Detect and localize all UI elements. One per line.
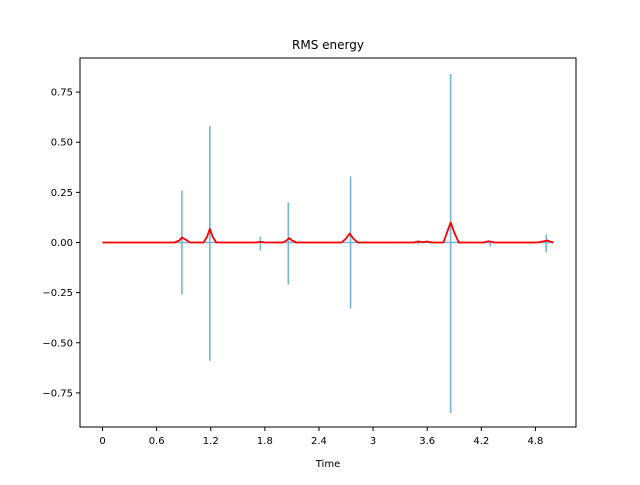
x-tick-label-3: 1.8 <box>257 436 273 447</box>
y-tick-label-3: 0.00 <box>51 238 73 249</box>
y-tick-label-4: 0.25 <box>51 188 73 199</box>
x-tick-label-4: 2.4 <box>311 436 327 447</box>
y-tick-label-2: −0.25 <box>42 288 73 299</box>
x-tick-label-0: 0 <box>99 436 105 447</box>
x-tick-label-7: 4.2 <box>473 436 489 447</box>
x-axis-label: Time <box>315 459 340 470</box>
x-axis: 0 0.6 1.2 1.8 2.4 3 3.6 4.2 4.8 <box>99 427 543 447</box>
x-tick-label-8: 4.8 <box>527 436 543 447</box>
y-axis: −0.75 −0.50 −0.25 0.00 0.25 0.50 0.75 <box>42 88 80 399</box>
x-tick-label-6: 3.6 <box>419 436 435 447</box>
y-tick-label-6: 0.75 <box>51 88 73 99</box>
rms-energy-line <box>102 221 554 244</box>
y-tick-label-0: −0.75 <box>42 388 73 399</box>
chart-title: RMS energy <box>292 38 364 52</box>
x-tick-label-1: 0.6 <box>149 436 165 447</box>
x-tick-label-2: 1.2 <box>203 436 219 447</box>
x-tick-label-5: 3 <box>370 436 376 447</box>
plot-area <box>102 74 554 413</box>
y-tick-label-1: −0.50 <box>42 338 73 349</box>
y-tick-label-5: 0.50 <box>51 138 73 149</box>
